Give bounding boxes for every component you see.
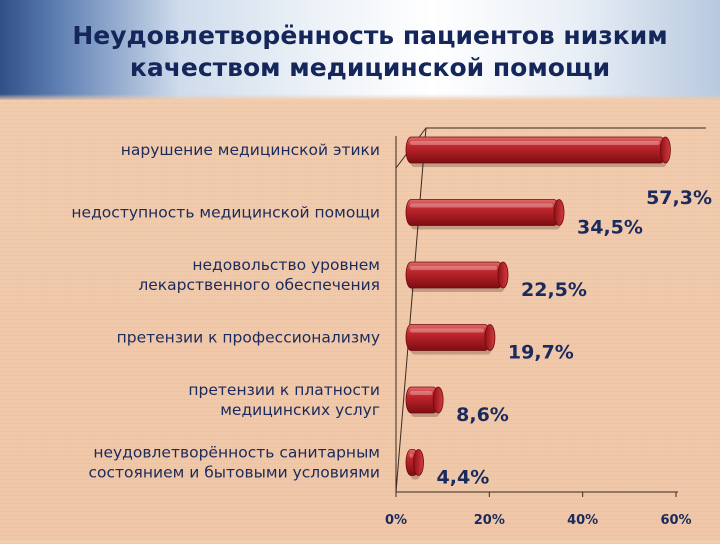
x-tick-label: 20% bbox=[474, 513, 505, 528]
bar-body bbox=[405, 324, 491, 351]
bar bbox=[405, 199, 565, 230]
bar-highlight bbox=[410, 141, 660, 145]
bar-highlight bbox=[410, 453, 413, 458]
bar bbox=[405, 386, 444, 417]
value-label: 57,3% bbox=[646, 187, 712, 209]
bar bbox=[405, 449, 424, 480]
title-band bbox=[0, 0, 720, 100]
category-label: претензии к профессионализму bbox=[117, 329, 380, 347]
bar-body bbox=[405, 261, 504, 289]
value-label: 4,4% bbox=[437, 467, 490, 489]
category-label: претензии к платности медицинских услуг bbox=[188, 381, 380, 419]
category-label: недоступность медицинской помощи bbox=[71, 204, 380, 222]
category-label: недовольство уровнем лекарственного обесп… bbox=[138, 256, 380, 294]
bar-cap bbox=[484, 324, 496, 351]
x-tick-label: 0% bbox=[385, 513, 407, 528]
value-label: 34,5% bbox=[577, 217, 643, 239]
x-tick-label: 60% bbox=[660, 513, 691, 528]
bar-highlight bbox=[410, 328, 484, 333]
bar-cap bbox=[432, 386, 444, 414]
bar-highlight bbox=[410, 203, 553, 208]
chart-title: Неудовлетворённость пациентов низким кач… bbox=[72, 21, 668, 82]
category-label: неудовлетворённость санитарным состоянием… bbox=[89, 444, 381, 482]
back-wall-edge bbox=[395, 127, 706, 493]
bar bbox=[405, 324, 496, 355]
x-tick-label: 40% bbox=[567, 513, 598, 528]
bar-cap bbox=[553, 199, 565, 226]
category-labels: нарушение медицинской этики недоступность… bbox=[71, 141, 380, 482]
value-label: 8,6% bbox=[456, 404, 509, 426]
bar-cap bbox=[413, 449, 424, 476]
bar-highlight bbox=[410, 266, 497, 270]
bar-cap bbox=[660, 136, 671, 164]
bar-highlight bbox=[410, 391, 433, 395]
chart-axes bbox=[395, 127, 706, 497]
chart-bars bbox=[405, 136, 671, 480]
value-labels: 57,3%34,5% 22,5% 19,7% 8,6% 4,4% bbox=[437, 187, 712, 489]
bar-cap bbox=[497, 261, 509, 289]
bar-body bbox=[405, 199, 560, 226]
value-label: 22,5% bbox=[521, 279, 587, 301]
bar bbox=[405, 261, 509, 292]
bar-body bbox=[405, 136, 666, 164]
x-tick-labels: 0% 20% 40% 60% bbox=[385, 513, 692, 528]
category-label: нарушение медицинской этики bbox=[121, 141, 380, 159]
bar bbox=[405, 136, 671, 167]
value-label: 19,7% bbox=[508, 342, 574, 364]
